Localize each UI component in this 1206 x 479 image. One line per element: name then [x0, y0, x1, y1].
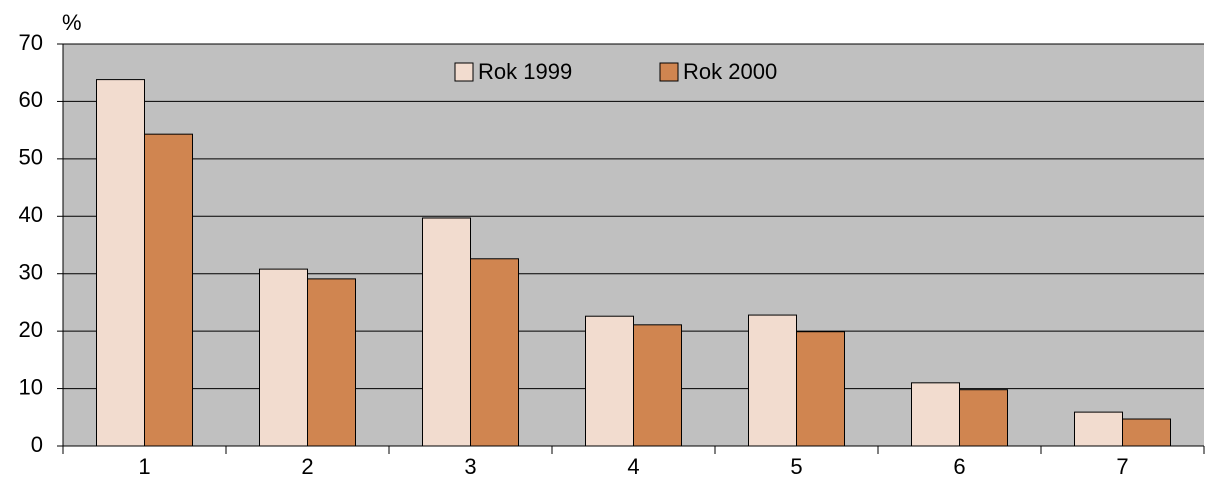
bar — [422, 217, 471, 447]
bar — [470, 258, 519, 447]
x-tick-label: 2 — [301, 454, 313, 479]
x-tick-label: 5 — [790, 454, 802, 479]
bar — [96, 79, 145, 447]
bar — [911, 382, 960, 447]
y-tick-label: 30 — [19, 260, 43, 285]
bar — [144, 133, 193, 447]
bar — [748, 314, 797, 447]
legend-label: Rok 2000 — [683, 59, 777, 84]
y-tick-label: 20 — [19, 317, 43, 342]
bar — [307, 278, 356, 447]
bar — [1122, 418, 1171, 447]
y-tick-label: 10 — [19, 374, 43, 399]
y-tick-label: 40 — [19, 202, 43, 227]
y-tick-label: 50 — [19, 145, 43, 170]
x-tick-label: 1 — [138, 454, 150, 479]
x-tick-label: 3 — [464, 454, 476, 479]
bar — [796, 331, 845, 447]
legend-swatch — [454, 62, 474, 82]
bar — [959, 389, 1008, 447]
y-axis-label: % — [62, 10, 82, 35]
y-tick-label: 60 — [19, 87, 43, 112]
y-tick-label: 70 — [19, 30, 43, 55]
x-tick-label: 6 — [953, 454, 965, 479]
y-tick-label: 0 — [31, 432, 43, 457]
x-tick-label: 4 — [627, 454, 639, 479]
bar — [259, 268, 308, 447]
bar — [1074, 411, 1123, 447]
bar — [633, 324, 682, 447]
bar — [585, 315, 634, 447]
legend-swatch — [659, 62, 679, 82]
x-tick-label: 7 — [1116, 454, 1128, 479]
legend-label: Rok 1999 — [478, 59, 572, 84]
